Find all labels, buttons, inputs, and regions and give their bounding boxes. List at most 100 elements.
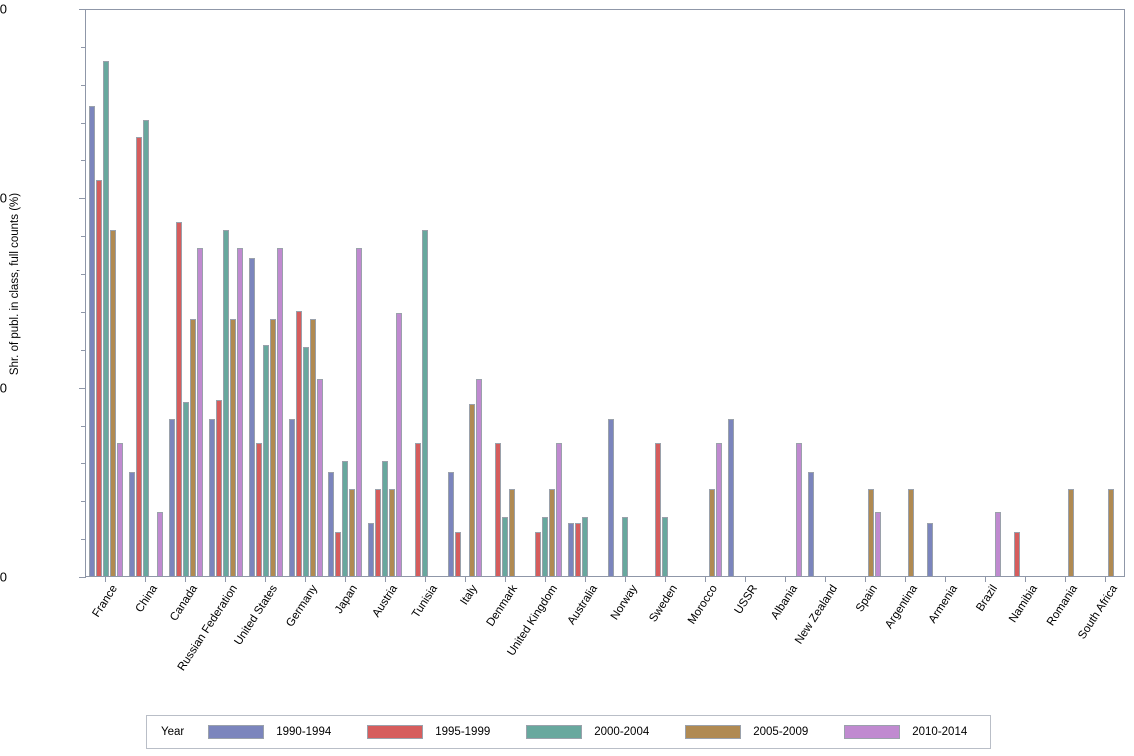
bar <box>654 443 661 576</box>
bar <box>389 488 396 576</box>
bar <box>128 471 135 576</box>
x-tick-mark <box>345 577 346 582</box>
x-tick-label: Italy <box>458 583 481 608</box>
x-tick-mark <box>1105 577 1106 582</box>
bar <box>309 318 316 576</box>
bar <box>807 471 814 576</box>
bar <box>95 180 102 576</box>
bar <box>248 257 255 576</box>
x-tick-label: Argentina <box>883 583 921 631</box>
legend-swatch <box>685 725 742 739</box>
bar <box>727 418 734 576</box>
legend-item[interactable]: 2005-2009 <box>685 725 808 739</box>
x-tick-mark <box>665 577 666 582</box>
y-tick-minor <box>81 274 86 276</box>
x-tick-label: Canada <box>168 583 201 624</box>
bar <box>349 488 356 576</box>
bar <box>715 443 722 576</box>
bar <box>509 488 516 576</box>
bar <box>302 346 309 576</box>
x-tick-label: Albania <box>769 583 801 622</box>
bar <box>469 403 476 576</box>
x-tick-mark <box>225 577 226 582</box>
x-tick-label: USSR <box>732 583 761 617</box>
bar <box>868 488 875 576</box>
bar <box>621 517 628 576</box>
x-tick-label: Morocco <box>685 583 721 627</box>
legend-swatch <box>526 725 583 739</box>
bar <box>875 511 882 576</box>
bar-group <box>1084 10 1124 576</box>
bar-group <box>206 10 246 576</box>
bar <box>189 318 196 576</box>
bar-group <box>326 10 366 576</box>
legend-item[interactable]: 1995-1999 <box>367 725 490 739</box>
legend-label: 2005-2009 <box>753 726 809 738</box>
y-tick-minor <box>81 84 86 86</box>
bar-group <box>1044 10 1084 576</box>
x-tick-mark <box>865 577 866 582</box>
bar <box>995 511 1002 576</box>
bar <box>156 511 163 576</box>
x-tick-mark <box>705 577 706 582</box>
x-tick-mark <box>305 577 306 582</box>
y-tick-minor <box>81 311 86 313</box>
x-tick-mark <box>1025 577 1026 582</box>
bar <box>335 532 342 576</box>
bar <box>535 532 542 576</box>
bar <box>422 229 429 576</box>
y-tick-label: 20.0 <box>0 190 7 206</box>
bar-group <box>884 10 924 576</box>
legend-item[interactable]: 2010-2014 <box>844 725 967 739</box>
bar <box>288 418 295 576</box>
x-tick-mark <box>945 577 946 582</box>
x-tick-label: New Zealand <box>793 583 841 647</box>
bar <box>269 318 276 576</box>
bar <box>175 221 182 576</box>
x-tick-label: Japan <box>332 583 361 616</box>
bar <box>208 418 215 576</box>
x-tick-mark <box>185 577 186 582</box>
bar <box>495 443 502 576</box>
bar <box>607 418 614 576</box>
y-tick-mark <box>79 9 86 10</box>
y-tick-label: 30.0 <box>0 1 7 17</box>
bar <box>476 379 483 576</box>
x-tick-mark <box>985 577 986 582</box>
bar <box>927 523 934 576</box>
x-tick-label: Romania <box>1044 583 1081 629</box>
bar <box>795 443 802 576</box>
bar <box>1108 488 1114 576</box>
x-tick-label: Tunisia <box>410 583 441 621</box>
bar-group <box>365 10 405 576</box>
bar-group <box>246 10 286 576</box>
x-tick-label: United States <box>232 583 281 648</box>
bar <box>448 471 455 576</box>
bar-group <box>405 10 445 576</box>
x-tick-label: Armenia <box>926 583 961 626</box>
bar <box>908 488 915 576</box>
bar <box>1068 488 1075 576</box>
legend-item[interactable]: 2000-2004 <box>526 725 649 739</box>
y-axis-title-text: Shr. of publ. in class, full counts (%) <box>9 192 22 376</box>
x-tick-mark <box>585 577 586 582</box>
y-tick-minor <box>81 160 86 162</box>
x-tick-label: Norway <box>608 583 641 623</box>
bar <box>415 443 422 576</box>
bar <box>316 379 323 576</box>
legend-item[interactable]: 1990-1994 <box>208 725 331 739</box>
bar <box>549 488 556 576</box>
bar <box>88 106 95 576</box>
x-tick-label: Denmark <box>484 583 521 629</box>
x-tick-mark <box>785 577 786 582</box>
bar <box>661 517 668 576</box>
bar-group <box>86 10 126 576</box>
x-tick-mark <box>825 577 826 582</box>
bar-group <box>565 10 605 576</box>
y-tick-minor <box>81 122 86 124</box>
bar-group <box>765 10 805 576</box>
bar <box>262 345 269 576</box>
x-tick-label: Sweden <box>647 583 681 625</box>
x-tick-mark <box>105 577 106 582</box>
